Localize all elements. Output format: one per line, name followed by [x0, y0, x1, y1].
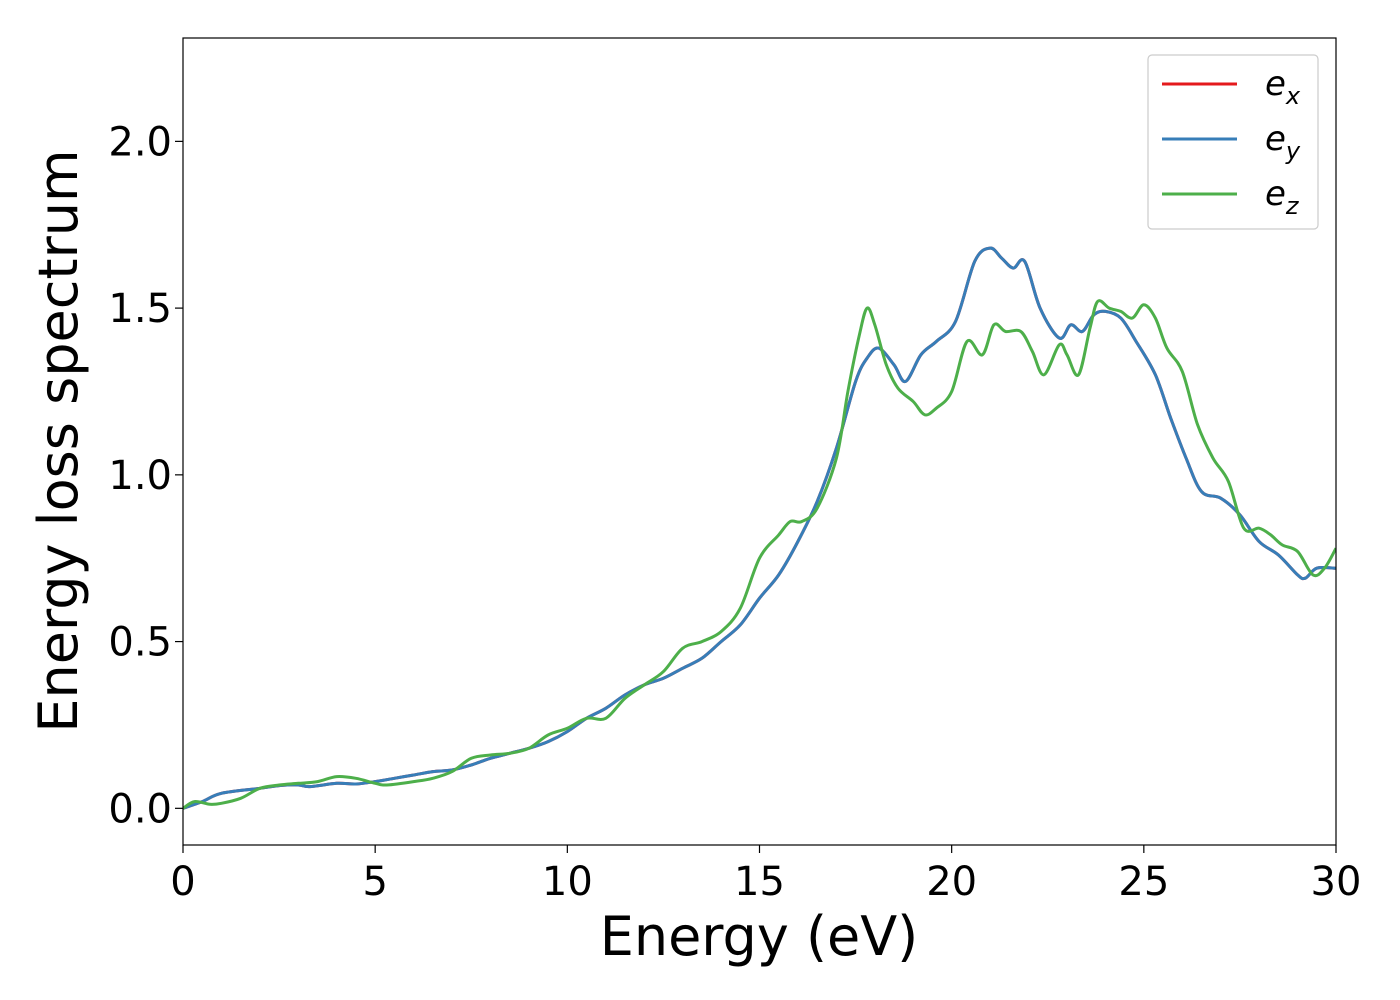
legend: ex ey ez	[1147, 54, 1319, 230]
y-axis: 0.0 0.5 1.0 1.5 2.0	[108, 119, 183, 832]
x-tick-label: 5	[362, 859, 387, 905]
y-tick-label: 0.0	[108, 786, 172, 832]
x-axis-title: Energy (eV)	[600, 905, 919, 968]
x-tick-label: 0	[170, 859, 195, 905]
y-tick-label: 0.5	[108, 620, 172, 666]
x-tick-label: 20	[926, 859, 977, 905]
legend-label-ez: ez	[1265, 174, 1300, 220]
x-tick-label: 15	[734, 859, 785, 905]
series-line-e-z	[183, 299, 1336, 810]
series-layer	[183, 246, 1336, 810]
legend-box	[1147, 54, 1319, 230]
x-axis: 0 5 10 15 20 25 30	[170, 845, 1361, 905]
x-tick-label: 30	[1311, 859, 1362, 905]
series-line-e-x	[183, 246, 1336, 810]
legend-label-ey: ey	[1265, 119, 1301, 165]
y-tick-label: 1.0	[108, 453, 172, 499]
y-tick-label: 1.5	[108, 286, 172, 332]
y-tick-label: 2.0	[108, 119, 172, 165]
x-tick-label: 25	[1118, 859, 1169, 905]
y-axis-title: Energy loss spectrum	[27, 149, 90, 732]
series-line-e-y	[183, 246, 1336, 810]
x-tick-label: 10	[542, 859, 593, 905]
legend-label-ex: ex	[1265, 64, 1301, 110]
